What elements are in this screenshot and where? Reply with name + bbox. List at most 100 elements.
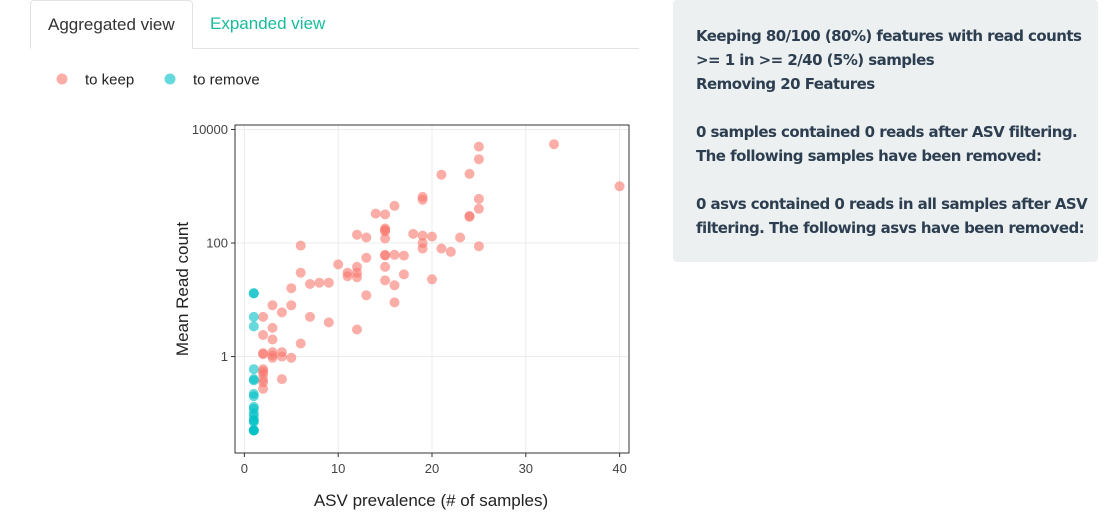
summary-line: filtering. The following asvs have been … [696, 219, 1085, 237]
data-point-to-keep [464, 211, 475, 222]
data-point-to-keep [352, 324, 362, 335]
data-point-to-keep [436, 243, 447, 254]
legend-label-to-remove: to remove [193, 72, 260, 89]
x-tick-label: 0 [241, 461, 248, 476]
summary-line: Keeping 80/100 (80%) features with read … [696, 27, 1082, 45]
chart-legend: to keep to remove [56, 72, 260, 89]
data-point-to-keep [389, 200, 400, 211]
data-point-to-remove [248, 321, 259, 332]
data-point-to-remove [248, 364, 259, 375]
data-point-to-keep [342, 271, 353, 282]
y-tick-label: 100 [206, 236, 228, 251]
data-point-to-keep [436, 169, 447, 180]
data-point-to-keep [464, 168, 475, 179]
prevalence-scatter-plot: to keep to remove Mean Read count ASV pre… [56, 72, 630, 510]
data-point-to-keep [323, 317, 334, 328]
data-point-to-keep [473, 154, 484, 165]
plot-area [234, 124, 630, 454]
data-point-to-keep [380, 261, 391, 272]
data-point-to-keep [473, 141, 484, 152]
data-point-to-keep [286, 352, 297, 363]
data-point-to-keep [473, 241, 484, 252]
data-point-to-remove [248, 288, 259, 299]
tab-expanded-view[interactable]: Expanded view [210, 14, 326, 33]
data-point-to-keep [258, 383, 269, 394]
x-tick-label: 20 [425, 461, 439, 476]
data-point-to-keep [267, 334, 278, 345]
data-point-to-keep [398, 250, 409, 261]
data-point-to-keep [352, 229, 362, 240]
data-point-to-keep [314, 277, 325, 288]
data-point-to-keep [473, 203, 484, 214]
y-tick-label: 1 [221, 349, 228, 364]
data-point-to-keep [417, 243, 428, 254]
data-point-to-keep [286, 300, 297, 311]
data-point-to-remove [248, 425, 259, 436]
data-point-to-keep [455, 232, 466, 243]
data-point-to-keep [361, 232, 372, 243]
data-point-to-keep [380, 226, 391, 237]
data-point-to-remove [248, 417, 259, 428]
x-tick-label: 40 [612, 461, 626, 476]
data-point-to-keep [473, 193, 484, 204]
summary-paragraph-asvs: 0 asvs contained 0 reads in all samples … [696, 192, 1088, 240]
data-point-to-keep [258, 330, 269, 340]
data-point-to-keep [380, 209, 391, 220]
data-point-to-keep [389, 249, 400, 260]
data-point-to-keep [258, 349, 269, 360]
summary-line: >= 1 in >= 2/40 (5%) samples [696, 51, 935, 69]
data-point-to-keep [427, 274, 437, 285]
summary-paragraph-keeping: Keeping 80/100 (80%) features with read … [696, 24, 1082, 96]
y-axis: 1 100 10000 [192, 122, 235, 364]
data-point-to-keep [258, 311, 269, 322]
tab-aggregated-view[interactable]: Aggregated view [30, 0, 193, 49]
data-point-to-keep [267, 300, 278, 311]
data-point-to-keep [295, 240, 306, 251]
data-point-to-keep [380, 249, 391, 260]
data-point-to-keep [305, 279, 315, 289]
summary-paragraph-samples: 0 samples contained 0 reads after ASV fi… [696, 120, 1078, 168]
y-tick-label: 10000 [192, 122, 228, 137]
filter-summary-panel: Keeping 80/100 (80%) features with read … [673, 0, 1098, 262]
data-point-to-keep [614, 181, 625, 192]
x-axis-title: ASV prevalence (# of samples) [314, 491, 548, 510]
data-point-to-keep [295, 338, 306, 349]
data-point-to-keep [389, 280, 400, 291]
summary-line: 0 samples contained 0 reads after ASV fi… [696, 123, 1078, 141]
summary-line: The following samples have been removed: [696, 147, 1042, 165]
y-axis-title-group: Mean Read count [173, 222, 192, 356]
data-point-to-keep [286, 283, 297, 294]
data-point-to-keep [417, 230, 428, 241]
data-point-to-keep [380, 275, 391, 286]
data-point-to-keep [276, 307, 287, 318]
data-point-to-keep [380, 233, 391, 244]
view-tabs: Aggregated view Expanded view [30, 0, 639, 49]
data-point-to-keep [549, 139, 559, 150]
legend-label-to-keep: to keep [85, 72, 134, 89]
summary-line: 0 asvs contained 0 reads in all samples … [696, 195, 1088, 213]
data-point-to-keep [305, 311, 315, 322]
data-point-to-keep [267, 322, 278, 333]
data-point-to-keep [295, 267, 306, 278]
y-axis-title: Mean Read count [173, 222, 192, 356]
data-point-to-keep [323, 277, 334, 288]
data-point-to-keep [445, 246, 456, 257]
data-point-to-keep [276, 374, 287, 385]
data-point-to-remove [248, 375, 259, 386]
data-point-to-keep [352, 272, 362, 283]
legend-marker-to-remove [164, 73, 176, 85]
data-point-to-keep [361, 290, 372, 301]
data-point-to-remove [248, 311, 259, 322]
summary-line: Removing 20 Features [696, 75, 875, 93]
data-point-to-keep [417, 194, 428, 205]
data-point-to-keep [258, 374, 269, 385]
legend-marker-to-keep [56, 73, 68, 85]
data-point-to-keep [361, 252, 372, 263]
data-point-to-keep [333, 259, 344, 270]
data-point-to-keep [398, 269, 409, 280]
data-point-to-keep [389, 297, 400, 308]
data-point-to-remove [248, 391, 259, 402]
data-point-to-keep [408, 228, 419, 239]
data-point-to-keep [267, 352, 278, 363]
x-tick-label: 10 [331, 461, 345, 476]
